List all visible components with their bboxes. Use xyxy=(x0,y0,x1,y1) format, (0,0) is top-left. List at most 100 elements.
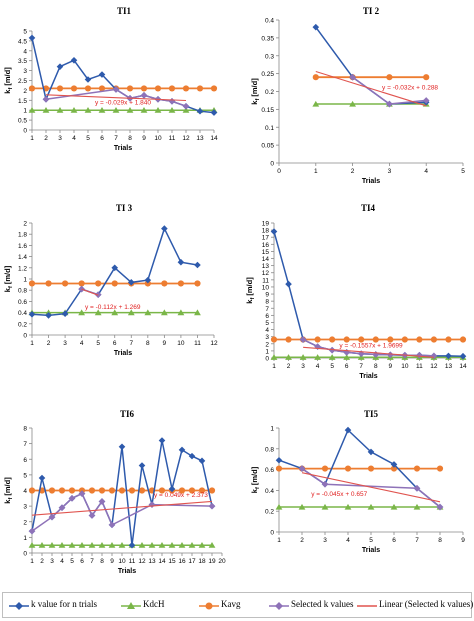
x-tick-label: 2 xyxy=(44,135,48,142)
y-tick-label: 0 xyxy=(265,356,269,363)
point-kavg xyxy=(285,336,292,343)
x-tick-label: 0 xyxy=(277,168,281,175)
point-sel xyxy=(349,73,356,81)
x-tick-label: 7 xyxy=(359,363,363,370)
point-kdch xyxy=(160,309,168,316)
series-line-lin xyxy=(315,70,427,107)
x-tick-label: 9 xyxy=(461,537,465,544)
point-sel xyxy=(148,501,156,508)
series-line-lin xyxy=(301,472,441,503)
y-tick-label: 0.4 xyxy=(18,310,27,317)
point-kdch xyxy=(84,107,92,113)
y-tick-label: 4 xyxy=(23,48,27,55)
point-k xyxy=(168,485,176,493)
x-tick-label: 10 xyxy=(154,135,162,142)
x-tick-label: 4 xyxy=(424,168,428,175)
y-tick-label: 4 xyxy=(23,488,27,495)
point-k xyxy=(118,443,126,451)
x-tick-label: 16 xyxy=(178,558,186,565)
legend-symbol-selected xyxy=(269,602,289,610)
point-k xyxy=(210,109,218,116)
y-tick-label: 0.2 xyxy=(18,321,27,328)
y-tick-label: 17 xyxy=(262,235,270,242)
point-kavg xyxy=(275,465,283,472)
point-kavg xyxy=(58,487,66,494)
y-tick-label: 4.5 xyxy=(18,38,27,45)
point-kavg xyxy=(28,487,36,494)
point-k xyxy=(84,76,92,83)
y-tick-label: 19 xyxy=(262,221,270,228)
point-kavg xyxy=(386,74,393,81)
y-tick-label: 13 xyxy=(262,263,270,270)
x-tick-label: 3 xyxy=(58,135,62,142)
point-k xyxy=(138,462,146,469)
x-tick-label: 5 xyxy=(369,537,373,544)
x-tick-label: 2 xyxy=(300,537,304,544)
point-kavg xyxy=(329,336,336,343)
y-tick-label: 8 xyxy=(265,299,269,306)
x-tick-label: 13 xyxy=(196,135,204,142)
point-kavg xyxy=(118,487,126,494)
point-k xyxy=(390,461,398,468)
y-tick-label: 1 xyxy=(270,426,274,433)
y-tick-label: 0.25 xyxy=(261,71,274,78)
x-tick-label: 7 xyxy=(90,558,94,565)
y-tick-label: 2 xyxy=(265,341,269,348)
y-tick-label: 0.05 xyxy=(261,143,274,150)
x-tick-label: 1 xyxy=(272,363,276,370)
x-tick-label: 4 xyxy=(72,135,76,142)
x-tick-label: 10 xyxy=(401,363,409,370)
y-tick-label: 2 xyxy=(23,88,27,95)
x-tick-label: 3 xyxy=(50,558,54,565)
x-tick-label: 2 xyxy=(351,168,355,175)
x-tick-label: 8 xyxy=(374,363,378,370)
point-kdch xyxy=(188,541,196,548)
y-tick-label: 0.1 xyxy=(265,125,274,132)
point-k xyxy=(28,34,36,42)
x-axis-label: Trials xyxy=(114,350,132,357)
x-tick-label: 8 xyxy=(100,558,104,565)
x-tick-label: 6 xyxy=(113,340,117,347)
point-kdch xyxy=(126,107,134,113)
y-tick-label: 0.8 xyxy=(265,446,274,453)
x-tick-label: 5 xyxy=(330,363,334,370)
point-kdch xyxy=(108,541,116,548)
y-tick-label: 0 xyxy=(270,161,274,168)
x-tick-label: 13 xyxy=(445,363,453,370)
x-axis-label: Trials xyxy=(362,178,380,185)
point-kavg xyxy=(423,74,430,81)
point-kavg xyxy=(210,85,218,92)
trend-equation: y = -0.045x + 0.657 xyxy=(311,491,367,498)
point-kdch xyxy=(178,541,186,548)
point-kavg xyxy=(177,280,185,287)
point-kdch xyxy=(148,541,156,548)
legend-symbol-linear xyxy=(357,605,377,607)
y-tick-label: 1.2 xyxy=(18,265,27,272)
x-tick-label: 5 xyxy=(70,558,74,565)
point-kdch xyxy=(208,541,216,548)
x-tick-label: 2 xyxy=(40,558,44,565)
point-kavg xyxy=(158,487,166,494)
point-kdch xyxy=(390,503,398,510)
point-k xyxy=(127,279,135,286)
legend-label-kdch: KdcH xyxy=(143,599,165,609)
x-tick-label: 18 xyxy=(198,558,206,565)
point-k xyxy=(70,57,78,64)
point-kavg xyxy=(208,487,216,494)
y-tick-label: 0 xyxy=(23,551,27,558)
point-sel xyxy=(58,504,66,511)
y-tick-label: 0.8 xyxy=(18,288,27,295)
x-tick-label: 3 xyxy=(323,537,327,544)
legend-symbol-kavg xyxy=(199,602,219,610)
y-axis-label: kf [m/d] xyxy=(3,67,14,94)
point-k xyxy=(28,310,36,318)
point-kdch xyxy=(343,354,351,360)
point-kdch xyxy=(312,100,320,107)
y-tick-label: 7 xyxy=(23,441,27,448)
point-kdch xyxy=(98,107,106,113)
x-tick-label: 11 xyxy=(194,340,201,347)
point-kdch xyxy=(349,100,356,107)
y-tick-label: 0 xyxy=(270,530,274,537)
